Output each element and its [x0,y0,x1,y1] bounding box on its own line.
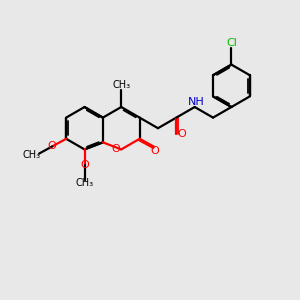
Text: Cl: Cl [226,38,237,48]
Text: NH: NH [188,97,204,107]
Text: O: O [178,129,187,139]
Text: O: O [112,143,121,154]
Text: O: O [80,160,89,170]
Text: CH₃: CH₃ [112,80,130,90]
Text: O: O [48,141,57,152]
Text: CH₃: CH₃ [76,178,94,188]
Text: O: O [150,146,159,156]
Text: CH₃: CH₃ [23,150,41,160]
